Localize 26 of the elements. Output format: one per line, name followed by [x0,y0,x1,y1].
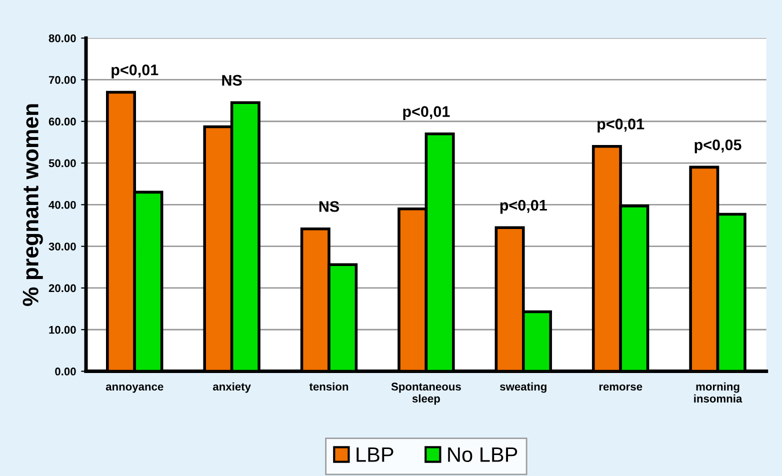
annotation: NS [319,201,340,212]
x-tick-label: sweating [500,382,546,393]
x-tick-label: Spontaneous sleep [391,382,461,405]
x-tick-label: tension [309,382,348,391]
y-tick-label: 80.00 [48,34,76,42]
y-tick-label: 60.00 [48,118,76,126]
y-tick-label: 0.00 [55,368,76,376]
annotation: p<0,01 [598,118,644,132]
x-tick-label: annoyance [106,384,164,393]
annotation: p<0,01 [403,106,450,120]
annotation: p<0,05 [694,139,742,154]
annotation: p<0,01 [112,64,158,78]
x-tick-label: remorse [599,384,642,391]
x-tick-label: anxiety [212,382,251,393]
legend-label: LBP [356,447,394,462]
y-tick-label: 10.00 [49,326,76,334]
y-tick-label: 30.00 [48,242,76,250]
y-axis-title: % pregnant women [22,104,43,306]
legend-label: No LBP [448,447,518,462]
annotation: NS [222,74,242,86]
y-tick-label: 40.00 [48,200,76,209]
y-tick-label: 20.00 [48,284,76,292]
annotation: p<0,01 [500,200,547,214]
y-tick-label: 50.00 [48,159,76,168]
x-tick-label: morning insomnia [694,382,742,403]
y-tick-label: 70.00 [48,76,76,84]
